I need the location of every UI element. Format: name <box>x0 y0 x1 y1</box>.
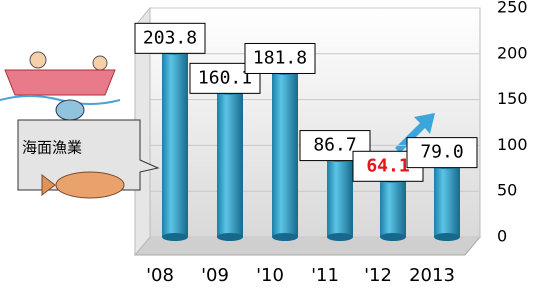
fish <box>56 172 124 198</box>
x-tick-label: '08 <box>146 265 174 286</box>
y-tick-label: 150 <box>497 89 528 108</box>
fisher <box>93 56 107 70</box>
bar-base <box>272 233 298 241</box>
y-tick-label: 50 <box>497 181 517 200</box>
bar-base <box>327 233 353 241</box>
x-tick-label: 2013 <box>409 265 455 286</box>
chart: 海面漁業 0 50 100 150 200 250 '08 203.8 '09 160.1 '10 1… <box>0 0 535 292</box>
y-tick-label: 250 <box>497 0 528 17</box>
value-label: 160.1 <box>198 67 252 88</box>
x-tick-label: '12 <box>364 265 392 286</box>
fisher <box>30 52 46 68</box>
bar <box>380 178 406 237</box>
bar <box>272 70 298 237</box>
value-label: 181.8 <box>253 47 307 68</box>
value-label: 79.0 <box>420 142 463 163</box>
bar-base <box>380 233 406 241</box>
bar-base <box>217 233 243 241</box>
bar <box>434 165 460 237</box>
x-tick-label: '11 <box>311 265 339 286</box>
y-tick-label: 0 <box>497 227 507 246</box>
floor <box>135 237 480 255</box>
value-label: 203.8 <box>143 27 197 48</box>
bar-base <box>162 233 188 241</box>
annotation: 海面漁業 <box>22 139 82 157</box>
bar <box>162 50 188 237</box>
value-label: 86.7 <box>313 135 356 156</box>
bar-base <box>434 233 460 241</box>
value-label: 64.1 <box>366 155 409 176</box>
y-tick-label: 200 <box>497 43 528 62</box>
net <box>56 100 84 120</box>
x-tick-label: '10 <box>256 265 284 286</box>
bar <box>327 158 353 237</box>
y-tick-label: 100 <box>497 135 528 154</box>
x-tick-label: '09 <box>201 265 229 286</box>
boat <box>5 70 115 95</box>
bar <box>217 90 243 237</box>
